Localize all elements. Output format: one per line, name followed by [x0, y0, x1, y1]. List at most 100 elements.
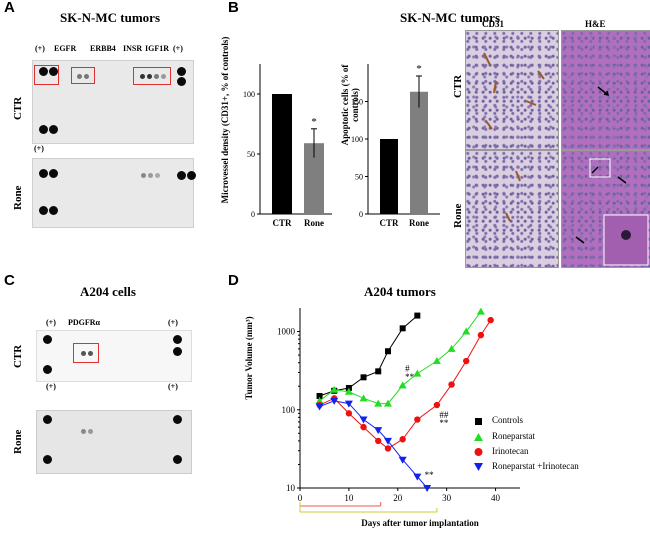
microvessel-ytick-label: 100 — [243, 90, 255, 99]
growth-point — [344, 400, 353, 408]
panel-c-label-pos1: (+) — [46, 318, 56, 327]
arrow-marks-ctr — [597, 86, 610, 97]
growth-point — [359, 394, 368, 402]
panel-d-title: A204 tumors — [364, 284, 436, 299]
vessel-marks-rone — [505, 170, 521, 222]
growth-point — [413, 473, 422, 481]
micrograph-cd31-ctr — [465, 30, 559, 150]
legend-roneparstat: Roneparstat — [492, 431, 535, 441]
apoptotic-ytick-label: 50 — [355, 173, 363, 182]
panel-a-label-insr: INSR — [123, 44, 143, 53]
chart-apoptotic: Apoptotic cells (% of controls) 0 50 100 15… — [338, 30, 448, 250]
growth-point — [315, 403, 324, 411]
growth-point — [375, 437, 382, 445]
growth-point — [448, 381, 455, 388]
panel-c-label-pos3: (+) — [46, 382, 56, 391]
growth-point — [384, 437, 392, 445]
growth-point — [433, 401, 441, 409]
micrograph-he-rone — [561, 150, 650, 268]
blot-c-rone — [36, 410, 192, 474]
growth-point — [398, 456, 407, 464]
apoptotic-bar-rone — [410, 91, 428, 214]
microvessel-xtick-rone: Rone — [304, 218, 324, 228]
growth-point — [462, 327, 471, 335]
growth-point — [447, 344, 456, 352]
blot-a-rone — [32, 158, 196, 228]
panel-a-label-egfr: EGFR — [54, 44, 77, 53]
growth-ytick-label: 100 — [282, 405, 296, 415]
growth-point — [413, 369, 422, 377]
growth-point — [414, 312, 421, 319]
annot-ron-star: ** — [405, 372, 415, 382]
growth-ytick-label: 10 — [286, 483, 296, 493]
panel-a-blot-area: (+) EGFR ERBB4 INSR IGF1R (+) (+) CTR Ro… — [2, 28, 202, 228]
microvessel-xtick-ctr: CTR — [272, 218, 292, 228]
growth-point — [360, 374, 367, 381]
panel-a-label-igf1r: IGF1R — [145, 44, 169, 53]
apoptotic-ytick-label: 0 — [359, 210, 363, 219]
growth-point — [432, 357, 441, 365]
highlight-box-pdgfra — [73, 343, 99, 363]
growth-xtick-label: 40 — [491, 493, 501, 503]
microvessel-bar-rone — [304, 143, 324, 214]
highlight-box-igf1r — [133, 67, 171, 85]
micrograph-cd31-rone — [465, 150, 559, 268]
growth-xtick-label: 0 — [298, 493, 303, 503]
growth-xlabel: Days after tumor implantation — [361, 518, 479, 528]
growth-point — [476, 307, 485, 315]
growth-point — [399, 436, 406, 443]
chart-microvessel: Microvessel density (CD31+, % of control… — [220, 30, 338, 250]
panel-c-label-pos2: (+) — [168, 318, 178, 327]
growth-line-2 — [319, 319, 492, 450]
annot-combo-star: ** — [425, 470, 435, 480]
growth-xtick-label: 10 — [344, 493, 354, 503]
growth-point — [487, 316, 494, 324]
apoptotic-xtick-ctr: CTR — [379, 218, 399, 228]
legend-controls: Controls — [492, 415, 524, 425]
microvessel-ytick-label: 0 — [251, 210, 255, 219]
arrow-marks-rone — [575, 158, 649, 266]
growth-point — [398, 381, 407, 389]
growth-legend: Controls Roneparstat Irinotecan Ronepars… — [470, 415, 650, 495]
growth-point — [374, 427, 383, 435]
apoptotic-ytick-label: 150 — [351, 98, 363, 107]
panel-a-title: SK-N-MC tumors — [60, 10, 161, 25]
panel-label-c: C — [4, 272, 15, 289]
growth-point — [414, 416, 421, 423]
microvessel-sig: * — [311, 116, 317, 128]
blot-c-ctr — [36, 330, 192, 382]
legend-markers — [474, 418, 483, 471]
growth-point — [344, 387, 353, 395]
growth-point — [375, 368, 382, 375]
panel-c-label-pdgfra: PDGFRα — [68, 318, 101, 327]
annot-iri-hash: ## — [439, 410, 449, 420]
growth-point — [330, 385, 339, 393]
growth-point — [360, 423, 367, 431]
annot-iri-star: ** — [439, 418, 449, 428]
growth-point — [384, 445, 392, 452]
panel-a-label-pos1: (+) — [35, 44, 45, 53]
highlight-box-egfr — [71, 67, 95, 84]
panel-b-title: SK-N-MC tumors — [400, 10, 501, 25]
panel-a-label-pos2: (+) — [173, 44, 183, 53]
growth-point — [345, 410, 353, 417]
microvessel-bar-ctr — [272, 94, 292, 214]
growth-point — [384, 399, 392, 407]
panel-c-label-pos4: (+) — [168, 382, 178, 391]
microvessel-ytick-label: 50 — [247, 150, 255, 159]
growth-line-3 — [319, 400, 428, 489]
panel-label-d: D — [228, 272, 239, 289]
apoptotic-bar-ctr — [380, 139, 398, 214]
micrograph-he-ctr — [561, 30, 650, 150]
growth-point — [374, 399, 383, 407]
growth-line-1 — [319, 311, 482, 405]
blot-a-ctr — [32, 60, 194, 144]
panel-c-title: A204 cells — [80, 284, 136, 299]
growth-point — [463, 357, 470, 365]
panel-label-b: B — [228, 0, 239, 16]
micro-col-cd31: CD31 — [482, 19, 504, 29]
growth-point — [423, 485, 432, 492]
panel-label-a: A — [4, 0, 15, 16]
growth-point — [385, 348, 391, 355]
growth-point — [316, 392, 323, 399]
